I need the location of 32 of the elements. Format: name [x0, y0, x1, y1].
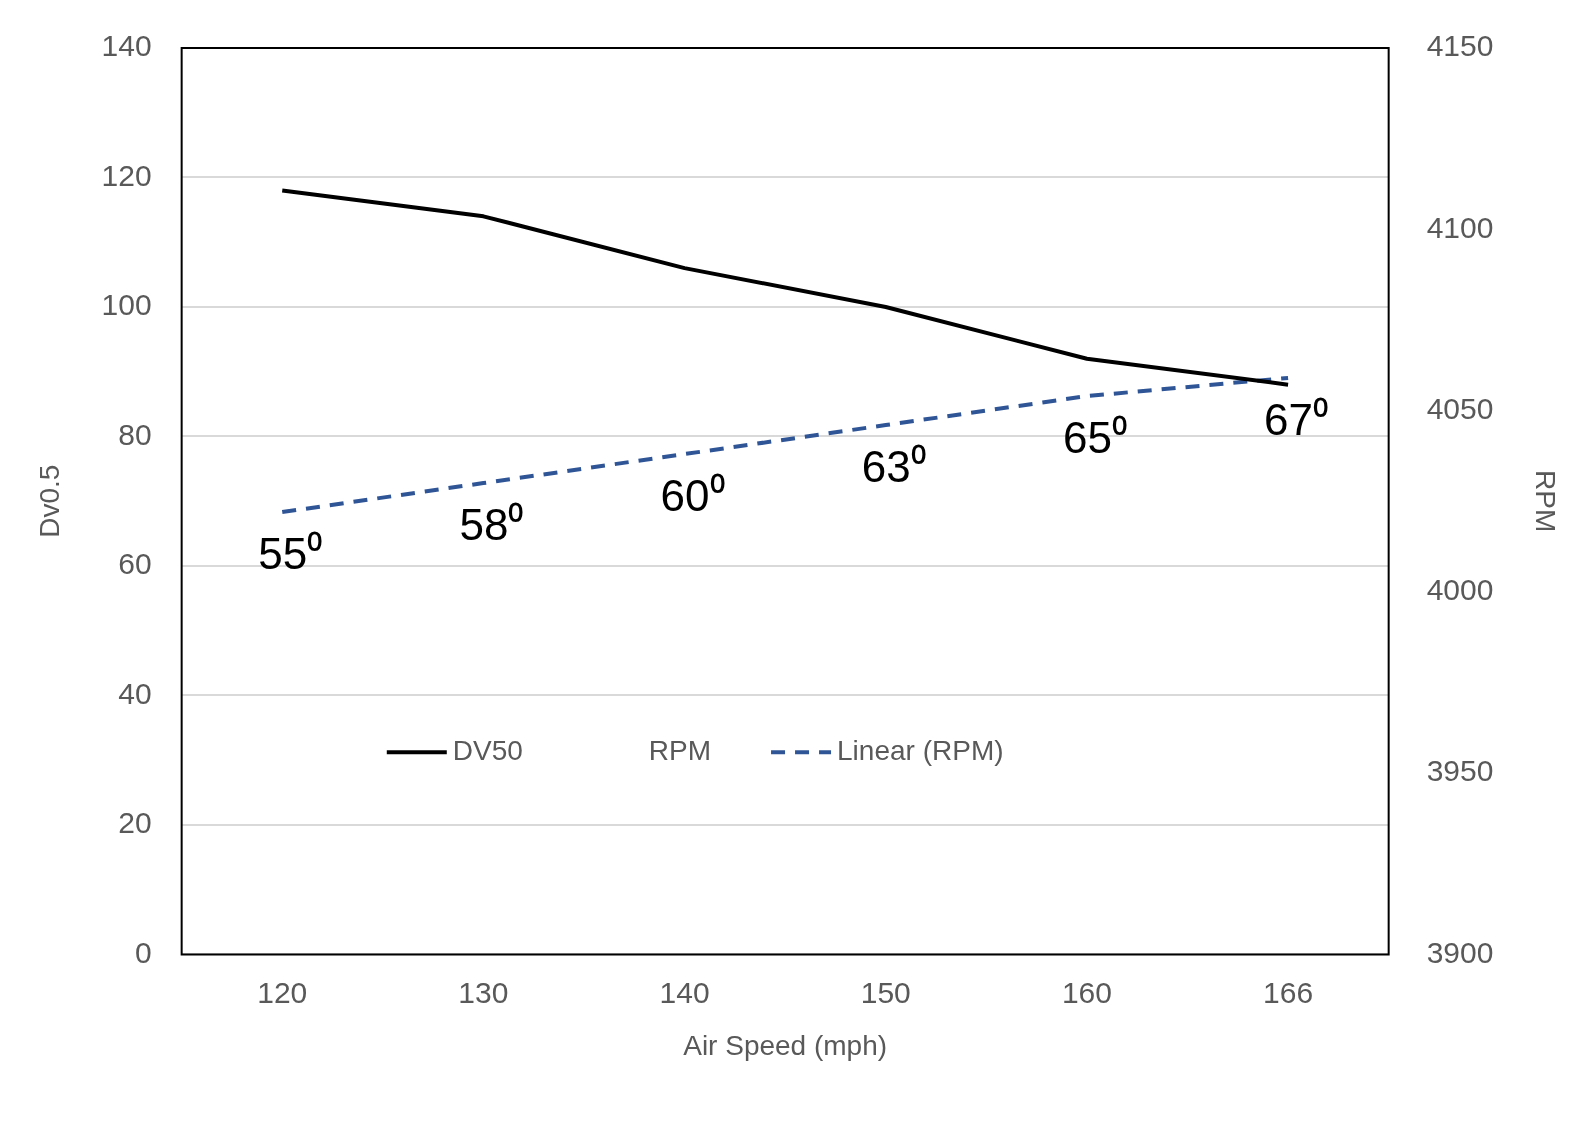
y-tick-label: 40 — [118, 676, 152, 710]
y2-tick-label: 3950 — [1426, 754, 1494, 788]
x-tick-label: 130 — [458, 975, 509, 1009]
annotation: 58⁰ — [459, 500, 524, 550]
y2-tick-label: 4050 — [1426, 391, 1494, 425]
x-tick-label: 150 — [860, 975, 911, 1009]
annotation: 55⁰ — [258, 529, 323, 579]
y-tick-label: 140 — [101, 29, 152, 63]
text: RPM — [648, 734, 712, 766]
y2-tick-label: 4000 — [1426, 573, 1494, 607]
y-tick-label: 100 — [101, 288, 152, 322]
y2-tick-label: 3900 — [1426, 935, 1494, 969]
y-tick-label: 20 — [118, 806, 152, 840]
annotation: 63⁰ — [861, 442, 926, 492]
y-tick-label: 0 — [134, 935, 152, 969]
y-tick-label: 80 — [118, 417, 152, 451]
x-tick-label: 160 — [1061, 975, 1112, 1009]
annotation: 67⁰ — [1264, 395, 1329, 445]
y-tick-label: 60 — [118, 547, 152, 581]
x-tick-label: 140 — [659, 975, 710, 1009]
y-tick-label: 120 — [101, 158, 152, 192]
annotation: 60⁰ — [660, 471, 725, 521]
x-axis-title: Air Speed (mph) — [683, 1029, 888, 1061]
x-tick-label: 166 — [1263, 975, 1314, 1009]
x-tick-label: 120 — [257, 975, 308, 1009]
y2-tick-label: 4150 — [1426, 29, 1494, 63]
y2-axis-title: RPM — [1530, 470, 1562, 533]
y2-tick-label: 4100 — [1426, 210, 1494, 244]
annotation: 65⁰ — [1062, 413, 1127, 463]
legend-label: DV50 — [452, 734, 523, 766]
y-axis-title: Dv0.5 — [33, 464, 65, 538]
legend-label: Linear (RPM) — [837, 734, 1004, 766]
